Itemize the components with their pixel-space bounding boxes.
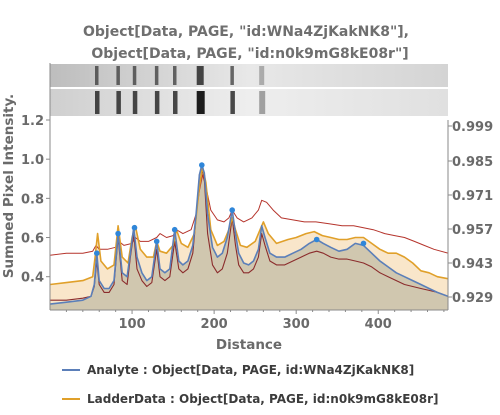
series-line-analyte-lane2 bbox=[50, 166, 448, 301]
series-line-ladder bbox=[50, 166, 448, 286]
peak-marker bbox=[131, 224, 138, 231]
x-tick-label: 200 bbox=[201, 317, 228, 332]
x-axis-label: Distance bbox=[216, 337, 282, 353]
gel-band-bottom bbox=[116, 91, 121, 114]
y-tick-label-left: 1.0 bbox=[21, 153, 44, 168]
chart-title-line-1: Object[Data, PAGE, "id:WNa4ZjKakNK8"], bbox=[83, 24, 409, 40]
gel-band-top bbox=[132, 66, 137, 85]
y-tick-label-right: 0.999 bbox=[452, 120, 493, 135]
gel-band-top bbox=[259, 66, 265, 85]
peak-marker bbox=[199, 162, 205, 168]
gel-band-bottom bbox=[154, 91, 160, 114]
gel-band-top bbox=[196, 66, 204, 85]
legend-label-analyte: Analyte : Object[Data, PAGE, id:WNa4ZjKa… bbox=[87, 363, 414, 377]
x-tick-label: 100 bbox=[118, 317, 145, 332]
y-tick-label-right: 0.957 bbox=[452, 223, 493, 238]
gel-band-top bbox=[116, 66, 120, 85]
y-tick-label-left: 0.8 bbox=[21, 192, 44, 207]
y-tick-label-right: 0.929 bbox=[452, 291, 493, 306]
gel-lane-bottom bbox=[50, 89, 448, 116]
x-tick-label: 300 bbox=[283, 317, 310, 332]
gel-band-bottom bbox=[259, 91, 266, 114]
series-line-ladder-lane2 bbox=[50, 174, 448, 256]
series-area-analyte bbox=[50, 165, 448, 310]
y-tick-label-right: 0.985 bbox=[452, 155, 493, 170]
legend: Analyte : Object[Data, PAGE, id:WNa4ZjKa… bbox=[62, 363, 439, 406]
gel-lane-top bbox=[50, 64, 448, 87]
gel-image bbox=[50, 64, 448, 116]
gel-band-bottom bbox=[230, 91, 235, 114]
peak-marker bbox=[171, 226, 178, 233]
gel-band-top bbox=[95, 66, 99, 85]
gel-band-bottom bbox=[173, 91, 178, 114]
gel-band-bottom bbox=[95, 91, 100, 114]
chart-title-line-2: Object[Data, PAGE, "id:n0k9mG8kE08r"] bbox=[91, 46, 408, 62]
peak-marker bbox=[313, 236, 320, 243]
gel-band-top bbox=[173, 66, 177, 85]
y-tick-label-left: 1.2 bbox=[21, 114, 44, 129]
y-tick-label-left: 0.6 bbox=[21, 232, 44, 247]
gel-band-bottom bbox=[196, 91, 205, 114]
legend-label-ladder: LadderData : Object[Data, PAGE, id:n0k9m… bbox=[87, 392, 439, 406]
peak-marker bbox=[229, 207, 235, 213]
series-line-analyte bbox=[50, 164, 448, 305]
gel-band-top bbox=[154, 66, 159, 85]
y-axis-label: Summed Pixel Intensity. bbox=[1, 94, 17, 278]
peak-marker bbox=[360, 240, 367, 247]
peak-marker bbox=[94, 250, 100, 256]
gel-band-top bbox=[230, 66, 234, 85]
peak-marker bbox=[153, 238, 160, 245]
y-tick-label-left: 0.4 bbox=[21, 271, 44, 286]
y-tick-label-right: 0.943 bbox=[452, 257, 493, 272]
peak-marker bbox=[115, 230, 121, 237]
y-tick-label-right: 0.971 bbox=[452, 189, 493, 204]
x-tick-label: 400 bbox=[365, 317, 392, 332]
gel-band-bottom bbox=[132, 91, 138, 114]
